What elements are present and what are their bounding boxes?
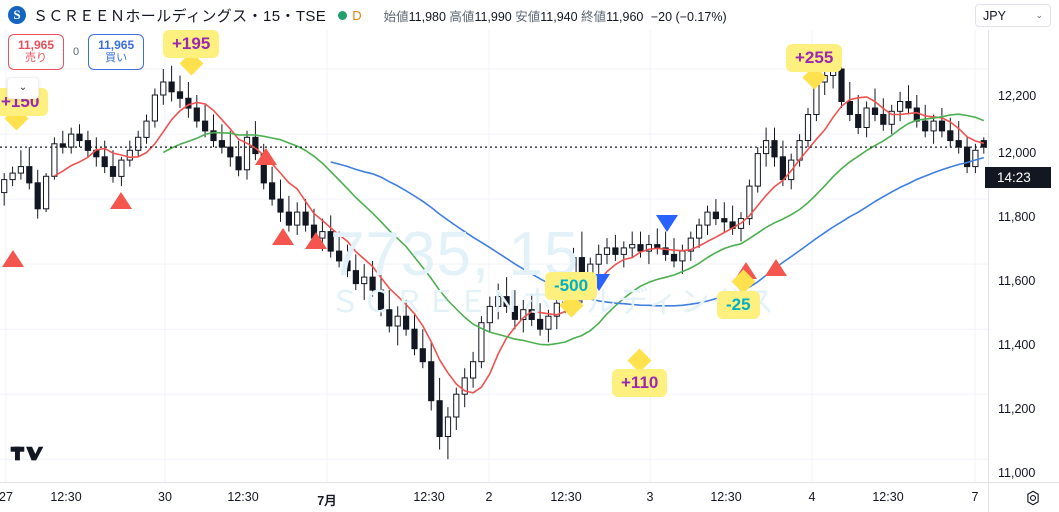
currency-select[interactable]: JPY ⌄ — [975, 4, 1051, 27]
symbol-title[interactable]: ＳＣＲＥＥＮホールディングス・15・TSE — [33, 7, 327, 25]
time-tick: 2 — [485, 490, 493, 504]
tradingview-logo-icon[interactable] — [10, 444, 44, 464]
interval-indicator[interactable]: D — [338, 7, 362, 23]
time-tick: 12:30 — [227, 490, 259, 504]
time-tick: 12:30 — [872, 490, 904, 504]
buy-signal-triangle-icon — [272, 228, 294, 245]
time-tick: 12:30 — [710, 490, 742, 504]
buy-price: 11,965 — [98, 38, 135, 52]
interval-label: D — [352, 7, 362, 23]
axis-divider — [988, 483, 989, 512]
time-tick: 27 — [0, 490, 13, 504]
price-tick: 12,200 — [998, 89, 1037, 103]
time-tick: 30 — [158, 490, 172, 504]
price-tick: 11,600 — [998, 274, 1036, 288]
buy-signal-triangle-icon — [305, 232, 327, 249]
gear-icon[interactable] — [1025, 490, 1041, 506]
spread-value: 0 — [73, 46, 80, 58]
chart-plot-area[interactable]: 7735, 15 ＳＣＲＥＥＮホールディングス — [0, 30, 988, 482]
symbol-logo-icon: S — [8, 6, 26, 24]
time-tick: 12:30 — [50, 490, 82, 504]
open-label: 始値 — [383, 9, 409, 24]
sell-signal-triangle-icon — [656, 215, 678, 232]
chart-header: S ＳＣＲＥＥＮホールディングス・15・TSE D 始値11,980 高値11,… — [0, 0, 1059, 30]
ohlc-values: 始値11,980 高値11,990 安値11,940 終値11,960 −20 … — [384, 6, 727, 25]
price-axis[interactable]: 12,200 12,000 11,800 11,600 11,400 11,200 11,0… — [985, 30, 1059, 482]
order-widget: 11,965 売り 0 11,965 買い — [8, 34, 145, 70]
trade-pnl-label[interactable]: +195 — [163, 30, 220, 58]
trade-pnl-label[interactable]: -500 — [545, 272, 598, 300]
countdown-badge: 14:23 — [989, 167, 1051, 188]
buy-signal-triangle-icon — [110, 192, 132, 209]
price-tick: 11,400 — [998, 338, 1036, 352]
time-tick: 4 — [808, 490, 816, 504]
currency-value: JPY — [983, 8, 1006, 23]
price-tick: 11,800 — [998, 210, 1036, 224]
chart-series — [0, 49, 988, 460]
market-open-dot-icon — [338, 10, 348, 20]
collapse-order-widget-button[interactable]: ⌄ — [7, 77, 39, 99]
price-tick: 11,200 — [998, 402, 1036, 416]
countdown-marker — [985, 167, 990, 188]
sell-button[interactable]: 11,965 売り — [8, 34, 64, 70]
trade-pnl-label[interactable]: +110 — [612, 369, 668, 397]
chevron-down-icon: ⌄ — [1035, 10, 1043, 20]
chevron-down-icon: ⌄ — [18, 82, 28, 93]
trade-pnl-label[interactable]: -25 — [717, 291, 760, 319]
time-axis[interactable]: 27 12:30 30 12:30 7月 12:30 2 12:30 3 12:30 4 12:30 7 — [0, 482, 1059, 512]
time-tick: 12:30 — [413, 490, 445, 504]
high-value: 11,990 — [474, 9, 512, 24]
open-value: 11,980 — [408, 9, 446, 24]
buy-label: 買い — [105, 52, 128, 64]
close-label: 終値 — [581, 9, 607, 24]
time-tick: 3 — [646, 490, 654, 504]
buy-button[interactable]: 11,965 買い — [88, 34, 145, 70]
buy-signal-triangle-icon — [2, 250, 24, 267]
price-tick: 11,000 — [998, 466, 1036, 480]
time-tick: 7 — [971, 490, 979, 504]
change-value: −20 (−0.17%) — [650, 9, 727, 24]
sell-label: 売り — [25, 52, 47, 64]
buy-signal-triangle-icon — [765, 259, 787, 276]
low-value: 11,940 — [540, 9, 578, 24]
time-tick: 12:30 — [550, 490, 582, 504]
high-label: 高値 — [449, 9, 475, 24]
sell-price: 11,965 — [17, 38, 55, 52]
trade-pnl-label[interactable]: +255 — [786, 44, 843, 72]
low-label: 安値 — [515, 9, 541, 24]
price-tick: 12,000 — [998, 146, 1037, 160]
close-value: 11,960 — [606, 9, 644, 24]
buy-signal-triangle-icon — [255, 148, 277, 165]
time-tick: 7月 — [317, 494, 337, 508]
